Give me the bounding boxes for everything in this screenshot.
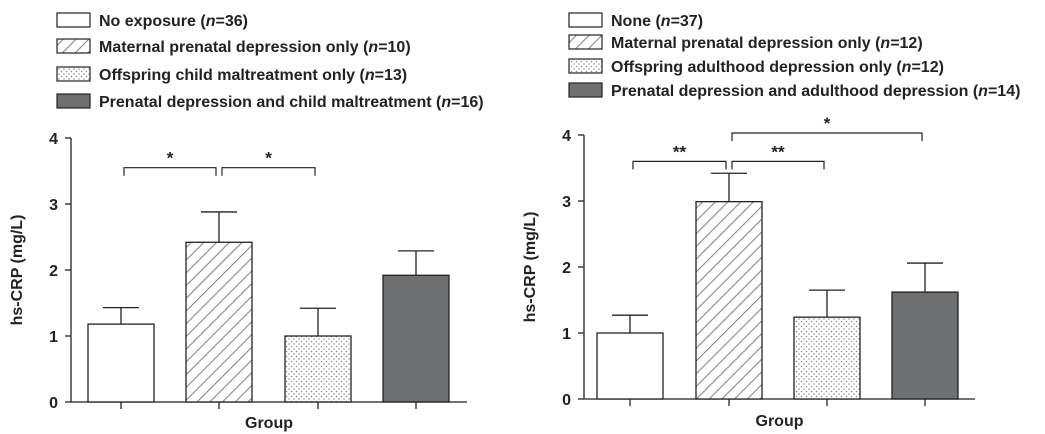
bar xyxy=(284,335,352,403)
legend-swatch xyxy=(568,12,603,28)
legend-swatch xyxy=(56,12,91,28)
legend-swatch xyxy=(568,58,603,74)
significance-label: * xyxy=(167,149,174,168)
left-chart-panel: No exposure (n=36) Maternal prenatal depr… xyxy=(9,12,484,432)
y-tick-label: 1 xyxy=(49,329,58,346)
y-tick-label: 1 xyxy=(562,326,571,343)
bar xyxy=(793,316,861,400)
legend-entry: Maternal prenatal depression only (n=10) xyxy=(99,39,411,56)
y-tick-label: 3 xyxy=(562,194,571,211)
y-axis-title: hs-CRP (mg/L) xyxy=(9,215,26,326)
x-axis-title: Group xyxy=(245,415,293,432)
y-tick-label: 0 xyxy=(49,395,58,412)
legend-entry: None (n=37) xyxy=(611,13,703,30)
right-chart-panel: None (n=37) Maternal prenatal depression … xyxy=(522,12,1020,430)
legend-entry: Prenatal depression and child maltreatme… xyxy=(99,94,484,111)
legend-swatch xyxy=(568,82,603,98)
bar xyxy=(185,241,253,403)
bar xyxy=(695,201,763,400)
significance-bracket xyxy=(632,160,727,170)
significance-bracket xyxy=(123,167,217,176)
bar xyxy=(596,332,664,400)
legend-swatch xyxy=(56,38,91,54)
significance-bracket xyxy=(731,132,923,142)
y-axis-title: hs-CRP (mg/L) xyxy=(522,212,539,323)
y-tick-label: 4 xyxy=(49,131,58,148)
y-tick-label: 2 xyxy=(562,260,571,277)
y-tick-label: 3 xyxy=(49,197,58,214)
significance-label: * xyxy=(824,114,831,133)
legend-swatch xyxy=(568,34,603,50)
bar xyxy=(382,274,450,403)
significance-label: ** xyxy=(673,142,687,161)
significance-bracket xyxy=(731,160,825,170)
legend-entry: Prenatal depression and adulthood depres… xyxy=(611,83,1020,100)
significance-label: * xyxy=(265,149,272,168)
bar xyxy=(87,323,155,403)
bar xyxy=(891,291,959,400)
x-axis-title: Group xyxy=(756,413,804,430)
legend-swatch xyxy=(56,66,91,82)
y-tick-label: 0 xyxy=(562,392,571,409)
legend-swatch xyxy=(56,93,91,109)
legend-entry: Offspring child maltreatment only (n=13) xyxy=(99,67,407,84)
legend-entry: Maternal prenatal depression only (n=12) xyxy=(611,35,923,52)
legend-entry: Offspring adulthood depression only (n=1… xyxy=(611,59,944,76)
significance-label: ** xyxy=(771,142,785,161)
y-tick-label: 2 xyxy=(49,263,58,280)
significance-bracket xyxy=(221,167,316,176)
legend-entry: No exposure (n=36) xyxy=(99,13,248,30)
y-tick-label: 4 xyxy=(562,128,571,145)
